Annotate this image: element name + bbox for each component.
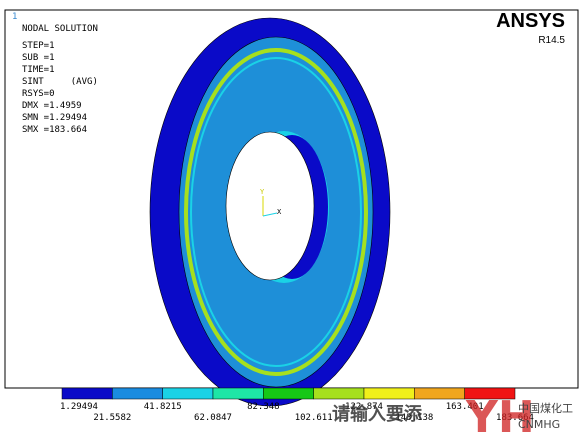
info-line: STEP=1: [22, 41, 55, 51]
legend-label: 21.5582: [93, 413, 131, 423]
watermark-logo-mark: YH: [465, 392, 535, 438]
legend-swatch: [112, 387, 163, 400]
legend-label: 183.664: [496, 413, 534, 423]
info-line: RSYS=0: [22, 89, 55, 99]
legend-label: 143.138: [395, 413, 433, 423]
triad-y-label: Y: [260, 188, 265, 196]
legend-swatch: [464, 387, 516, 400]
legend-swatch: [313, 387, 365, 400]
triad-x: [262, 212, 278, 217]
legend-label: 1.29494: [60, 402, 98, 412]
legend-label: 163.401: [446, 402, 484, 412]
legend-label: 102.611: [295, 413, 333, 423]
info-line: SMX =183.664: [22, 125, 87, 135]
legend-label: 62.0847: [194, 413, 232, 423]
watermark: 请输入要添 YH 中国煤化工 CNMHG: [332, 392, 573, 438]
legend-swatch: [212, 387, 264, 400]
plot-title: NODAL SOLUTION: [22, 24, 98, 34]
version: R14.5: [538, 35, 565, 46]
legend-swatch: [414, 387, 465, 400]
watermark-logo-sub: CNMHG: [518, 418, 560, 431]
legend-swatch: [263, 387, 314, 400]
legend-swatch: [61, 387, 113, 400]
model: Y X: [149, 17, 391, 407]
window-index: 1: [12, 12, 17, 22]
watermark-text: 请输入要添: [332, 403, 423, 425]
info-line: SINT (AVG): [22, 77, 98, 87]
legend-label: 41.8215: [144, 402, 182, 412]
legend-swatch: [363, 387, 415, 400]
info-line: SMN =1.29494: [22, 113, 87, 123]
info-line: SUB =1: [22, 53, 55, 63]
triad-x-label: X: [277, 208, 282, 216]
legend-label: 82.348: [247, 402, 280, 412]
info-line: DMX =1.4959: [22, 101, 82, 111]
info-line: TIME=1: [22, 65, 55, 75]
legend-label: 122.874: [345, 402, 383, 412]
legend-swatch: [162, 387, 214, 400]
brand: ANSYS: [496, 10, 565, 32]
watermark-logo: 中国煤化工: [518, 401, 573, 415]
